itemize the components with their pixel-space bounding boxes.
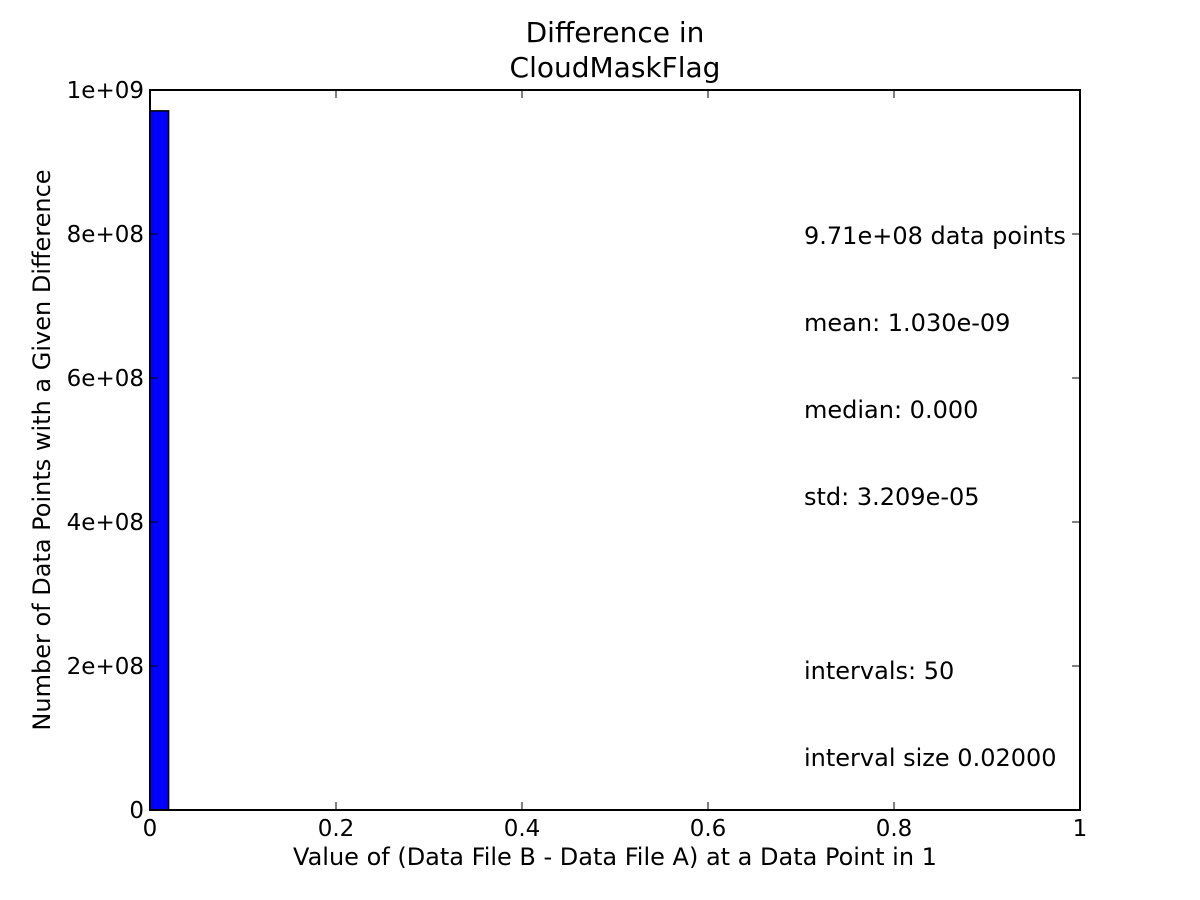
x-tick-label: 0.2 xyxy=(318,816,355,842)
x-tick-label: 0 xyxy=(143,816,158,842)
stats-spacer xyxy=(804,570,1066,599)
stats-std: std: 3.209e-05 xyxy=(804,483,980,511)
stats-median: median: 0.000 xyxy=(804,396,979,424)
ticks-group: 0 0.2 0.4 0.6 0.8 1 0 2e+08 4e+08 6e+08 8e+08 1e+09 xyxy=(67,78,1088,842)
plot-frame xyxy=(149,89,1081,811)
y-tick-label: 4e+08 xyxy=(67,510,144,536)
y-tick-label: 1e+09 xyxy=(67,78,144,104)
stats-annotation: 9.71e+08 data points mean: 1.030e-09 med… xyxy=(804,164,1066,802)
x-tick-label: 0.6 xyxy=(690,816,727,842)
stats-interval-size: interval size 0.02000 xyxy=(804,744,1057,772)
y-tick-label: 6e+08 xyxy=(67,366,144,392)
x-tick-label: 0.8 xyxy=(876,816,913,842)
stats-intervals: intervals: 50 xyxy=(804,657,955,685)
y-tick-label: 0 xyxy=(129,798,144,824)
x-tick-label: 0.4 xyxy=(504,816,541,842)
y-tick-label: 8e+08 xyxy=(67,222,144,248)
bars-group xyxy=(149,110,170,811)
chart-title-line-2: CloudMaskFlag xyxy=(509,51,721,84)
stats-count: 9.71e+08 data points xyxy=(804,222,1066,250)
histogram-bar-0 xyxy=(149,110,170,811)
x-tick-label: 1 xyxy=(1073,816,1088,842)
chart-title-line-1: Difference in xyxy=(525,16,705,49)
y-axis-label: Number of Data Points with a Given Diffe… xyxy=(28,169,56,731)
x-axis-label: Value of (Data File B - Data File A) at … xyxy=(293,843,937,871)
y-tick-label: 2e+08 xyxy=(67,654,144,680)
stats-mean: mean: 1.030e-09 xyxy=(804,309,1011,337)
